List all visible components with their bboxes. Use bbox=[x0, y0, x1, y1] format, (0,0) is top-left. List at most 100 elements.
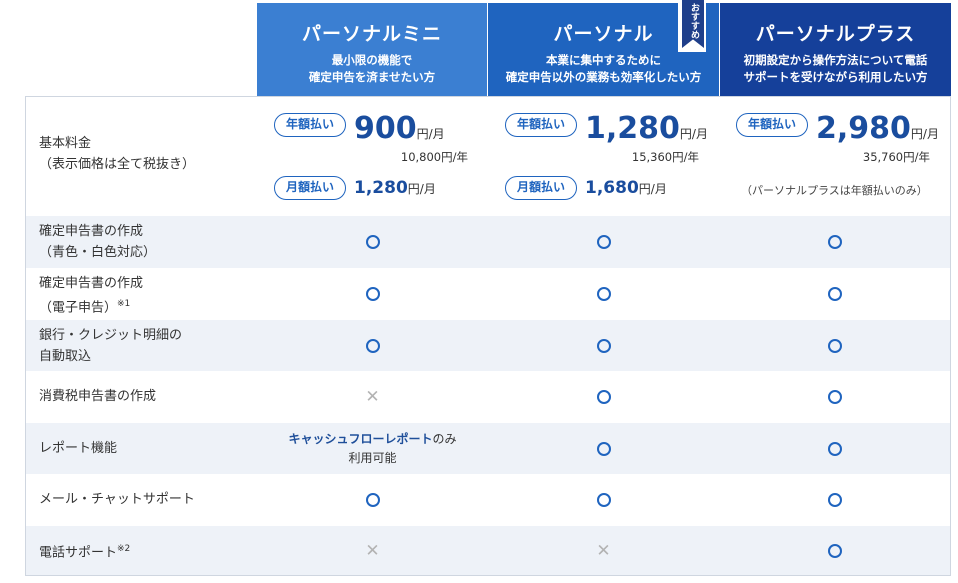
mark-unavailable-mini: ✕ bbox=[257, 526, 488, 575]
price-unit: 円/月 bbox=[407, 182, 436, 196]
mark-available-personal bbox=[488, 268, 719, 320]
feature-label-text: 電話サポート bbox=[39, 545, 118, 561]
price-cell-mini: 年額払い 900円/月 10,800円/年 月額払い 1,280円/月 bbox=[257, 97, 488, 216]
circle-icon bbox=[827, 287, 842, 301]
mark-available-personal bbox=[488, 320, 719, 371]
feature-row: メール・チャットサポート bbox=[26, 474, 950, 526]
feature-label: メール・チャットサポート bbox=[39, 492, 195, 507]
feature-label: 確定申告書の作成 （青色・白色対応） bbox=[39, 221, 156, 263]
feature-row: 確定申告書の作成 （青色・白色対応） bbox=[26, 216, 950, 268]
monthly-price: 1,280円/月 bbox=[354, 178, 436, 199]
mark-available-mini bbox=[257, 474, 488, 526]
mark-unavailable-mini: ✕ bbox=[257, 371, 488, 423]
cross-icon: ✕ bbox=[365, 387, 380, 407]
annual-only-note: （パーソナルプラスは年額払いのみ） bbox=[741, 184, 928, 197]
annual-price-value: 1,280 bbox=[585, 111, 680, 146]
mark-available-personal bbox=[488, 371, 719, 423]
annual-price: 900円/月 bbox=[354, 114, 445, 149]
pricing-label: 基本料金 （表示価格は全て税抜き） bbox=[39, 133, 195, 175]
circle-icon bbox=[827, 543, 842, 558]
monthly-payment-pill[interactable]: 月額払い bbox=[274, 176, 346, 200]
report-note-rest: のみ bbox=[432, 431, 457, 446]
report-note-line: キャッシュフローレポートのみ bbox=[288, 430, 456, 449]
feature-row: 銀行・クレジット明細の 自動取込 bbox=[26, 320, 950, 371]
monthly-price: 1,680円/月 bbox=[585, 178, 667, 199]
footnote-mark: ※1 bbox=[117, 299, 131, 309]
mark-available-plus bbox=[719, 474, 950, 526]
annual-price: 2,980円/月 bbox=[816, 114, 939, 149]
circle-icon bbox=[365, 493, 380, 507]
ribbon-shape: おすすめ bbox=[682, 0, 704, 48]
annual-price-value: 2,980 bbox=[816, 111, 911, 146]
circle-icon bbox=[827, 235, 842, 249]
circle-icon bbox=[596, 441, 611, 456]
feature-label-line: （電子申告）※1 bbox=[39, 294, 143, 318]
report-note-line: 利用可能 bbox=[348, 450, 397, 465]
circle-icon bbox=[365, 235, 380, 249]
price-cell-personal: 年額払い 1,280円/月 15,360円/年 月額払い 1,680円/月 bbox=[488, 97, 719, 216]
plan-description: 初期設定から操作方法について電話 サポートを受けながら利用したい方 bbox=[720, 52, 951, 86]
annual-payment-pill[interactable]: 年額払い bbox=[736, 113, 808, 137]
feature-row: レポート機能 キャッシュフローレポートのみ 利用可能 bbox=[26, 423, 950, 474]
plan-description-line: 確定申告を済ませたい方 bbox=[308, 70, 436, 84]
plan-comparison-table: 基本料金 （表示価格は全て税抜き） 年額払い 900円/月 10,800円/年 … bbox=[25, 96, 951, 576]
plan-header-personal-mini: パーソナルミニ 最小限の機能で 確定申告を済ませたい方 bbox=[257, 3, 487, 98]
feature-label-line: 確定申告書の作成 bbox=[39, 276, 144, 291]
annual-payment-pill[interactable]: 年額払い bbox=[505, 113, 577, 137]
mark-available-plus bbox=[719, 320, 950, 371]
mark-available-personal bbox=[488, 423, 719, 474]
pricing-row: 基本料金 （表示価格は全て税抜き） 年額払い 900円/月 10,800円/年 … bbox=[26, 97, 950, 216]
mark-unavailable-personal: ✕ bbox=[488, 526, 719, 575]
plan-name: パーソナル bbox=[553, 23, 654, 45]
plan-header-personal-plus: パーソナルプラス 初期設定から操作方法について電話 サポートを受けながら利用した… bbox=[720, 3, 951, 98]
cross-icon: ✕ bbox=[596, 540, 611, 561]
circle-icon bbox=[827, 390, 842, 404]
mark-available-mini bbox=[257, 268, 488, 320]
feature-row: 電話サポート※2 ✕ ✕ bbox=[26, 526, 950, 575]
price-unit: 円/月 bbox=[679, 127, 708, 141]
report-note-strong: キャッシュフローレポート bbox=[288, 431, 433, 446]
feature-row: 消費税申告書の作成 ✕ bbox=[26, 371, 950, 423]
feature-label: 銀行・クレジット明細の 自動取込 bbox=[39, 325, 182, 367]
cross-icon: ✕ bbox=[365, 540, 380, 561]
circle-icon bbox=[596, 390, 611, 404]
circle-icon bbox=[365, 338, 380, 353]
feature-row: 確定申告書の作成 （電子申告）※1 bbox=[26, 268, 950, 320]
recommended-badge-text: おすすめ bbox=[689, 3, 699, 39]
circle-icon bbox=[365, 287, 380, 301]
feature-label-line: 自動取込 bbox=[39, 349, 92, 364]
mark-available-plus bbox=[719, 526, 950, 575]
annual-price-value: 900 bbox=[354, 111, 417, 146]
annual-yearly-total: 35,760円/年 bbox=[862, 150, 930, 164]
feature-label-text: （電子申告） bbox=[39, 300, 118, 316]
annual-price: 1,280円/月 bbox=[585, 114, 708, 149]
recommended-ribbon: おすすめ bbox=[678, 0, 706, 52]
plan-description-line: 最小限の機能で bbox=[331, 53, 413, 67]
annual-payment-pill[interactable]: 年額払い bbox=[274, 113, 346, 137]
monthly-price-value: 1,280 bbox=[354, 178, 408, 198]
circle-icon bbox=[827, 493, 842, 507]
annual-yearly-total: 15,360円/年 bbox=[631, 150, 699, 164]
plan-description-line: 本業に集中するために bbox=[546, 53, 661, 67]
circle-icon bbox=[596, 287, 611, 301]
circle-icon bbox=[827, 338, 842, 353]
mark-available-personal bbox=[488, 216, 719, 268]
circle-icon bbox=[596, 493, 611, 507]
plan-name: パーソナルプラス bbox=[755, 23, 916, 45]
monthly-payment-pill[interactable]: 月額払い bbox=[505, 176, 577, 200]
feature-label: 確定申告書の作成 （電子申告）※1 bbox=[39, 273, 143, 318]
annual-yearly-total: 10,800円/年 bbox=[400, 150, 468, 164]
price-unit: 円/月 bbox=[638, 182, 667, 196]
plan-headers: パーソナルミニ 最小限の機能で 確定申告を済ませたい方 パーソナル 本業に集中す… bbox=[257, 3, 951, 98]
mark-available-mini bbox=[257, 216, 488, 268]
feature-label: 電話サポート※2 bbox=[39, 539, 130, 563]
feature-label: 消費税申告書の作成 bbox=[39, 389, 157, 404]
plan-description: 最小限の機能で 確定申告を済ませたい方 bbox=[257, 52, 487, 86]
circle-icon bbox=[596, 338, 611, 353]
mark-available-plus bbox=[719, 371, 950, 423]
plan-description: 本業に集中するために 確定申告以外の業務も効率化したい方 bbox=[488, 52, 719, 86]
mark-available-plus bbox=[719, 423, 950, 474]
mark-available-plus bbox=[719, 268, 950, 320]
pricing-label-note: （表示価格は全て税抜き） bbox=[39, 157, 196, 172]
mark-available-personal bbox=[488, 474, 719, 526]
